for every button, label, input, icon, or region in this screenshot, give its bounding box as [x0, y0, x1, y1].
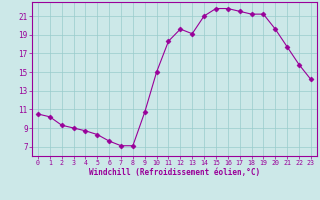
X-axis label: Windchill (Refroidissement éolien,°C): Windchill (Refroidissement éolien,°C) — [89, 168, 260, 177]
